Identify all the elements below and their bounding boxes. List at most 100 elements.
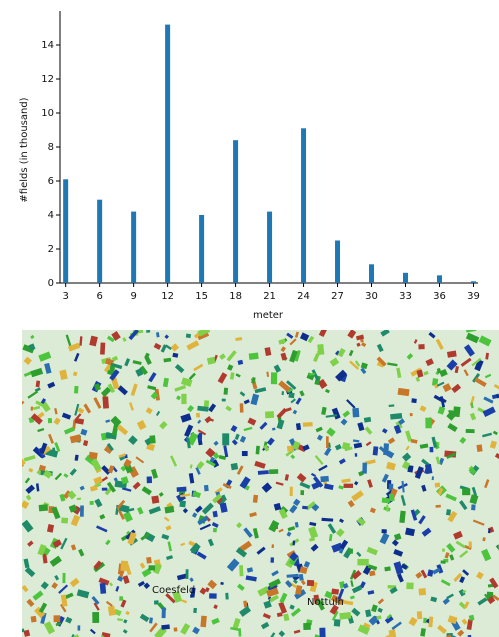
map-field (309, 537, 316, 542)
map-field (205, 459, 216, 467)
map-field (400, 494, 406, 506)
map-field (181, 599, 188, 604)
map-field (454, 366, 459, 374)
map-field (340, 418, 348, 426)
map-field (132, 360, 142, 365)
map-field (119, 596, 124, 601)
map-field (52, 447, 56, 457)
map-field (189, 464, 193, 469)
map-field (388, 493, 395, 502)
map-field (364, 426, 373, 435)
map-field (284, 474, 289, 481)
map-field (148, 506, 161, 515)
map-field (132, 481, 141, 490)
map-field (51, 506, 61, 520)
map-field (38, 602, 48, 614)
map-field (239, 565, 244, 577)
map-field (333, 619, 341, 627)
map-field (73, 634, 80, 637)
map-field (354, 480, 359, 486)
map-field (113, 608, 122, 617)
map-field (431, 378, 439, 387)
map-field (226, 350, 237, 362)
map-field (246, 567, 254, 573)
map-field (335, 350, 341, 356)
map-field (318, 464, 328, 472)
map-field (53, 417, 61, 425)
map-field (120, 476, 129, 485)
map-field (213, 604, 218, 610)
map-field (290, 398, 296, 404)
map-field (265, 411, 275, 419)
map-field (211, 522, 219, 528)
map-field (317, 344, 325, 355)
map-field (419, 405, 427, 412)
map-field (387, 437, 396, 445)
map-field (476, 571, 484, 580)
map-field (79, 336, 83, 346)
map-field (347, 330, 357, 339)
map-field (115, 585, 120, 592)
map-field (323, 483, 334, 490)
map-field (309, 521, 317, 527)
map-field (107, 383, 116, 394)
map-field (305, 501, 316, 511)
map-field (151, 495, 160, 504)
map-field (460, 357, 472, 367)
map-field (38, 351, 52, 362)
map-field (489, 440, 497, 449)
map-field (354, 360, 361, 367)
map-field (339, 518, 344, 524)
map-field (337, 588, 345, 600)
map-field (76, 497, 82, 501)
map-field (321, 517, 334, 522)
map-field (286, 445, 294, 452)
map-field (149, 435, 156, 444)
map-field (435, 504, 441, 508)
map-field (111, 423, 119, 436)
map-field (376, 356, 387, 367)
map-field (323, 447, 332, 457)
map-field (165, 525, 172, 531)
bar (369, 264, 375, 283)
map-field (67, 490, 77, 500)
bar (403, 272, 409, 283)
map-field (263, 444, 270, 452)
map-field (166, 555, 173, 561)
bar (233, 140, 239, 283)
map-field (266, 371, 270, 377)
map-field (405, 430, 413, 442)
map-field (197, 419, 202, 424)
map-field (93, 383, 101, 391)
map-field (158, 492, 164, 497)
map-field (47, 417, 53, 424)
map-field (239, 540, 252, 553)
map-field (223, 387, 229, 395)
map-field (364, 459, 376, 466)
map-field (275, 481, 284, 486)
map-field (329, 357, 340, 367)
map-field (352, 407, 360, 418)
map-field (368, 570, 376, 577)
map-field (400, 563, 408, 570)
map-field (188, 472, 195, 484)
map-field (173, 627, 178, 632)
map-field (381, 473, 389, 483)
map-field (106, 443, 114, 452)
map-field (343, 483, 354, 488)
map-field (357, 624, 370, 635)
map-field (410, 367, 423, 377)
map-field (482, 432, 493, 438)
map-field (393, 424, 402, 435)
map-field (93, 602, 100, 611)
map-field (24, 566, 36, 578)
map-field (197, 515, 209, 526)
map-field (421, 527, 432, 537)
map-field (410, 509, 418, 521)
map-field (471, 357, 482, 367)
map-field (348, 548, 353, 554)
map-field (303, 622, 311, 631)
map-field (200, 615, 207, 628)
map-field (390, 412, 403, 420)
map-field (280, 346, 287, 353)
